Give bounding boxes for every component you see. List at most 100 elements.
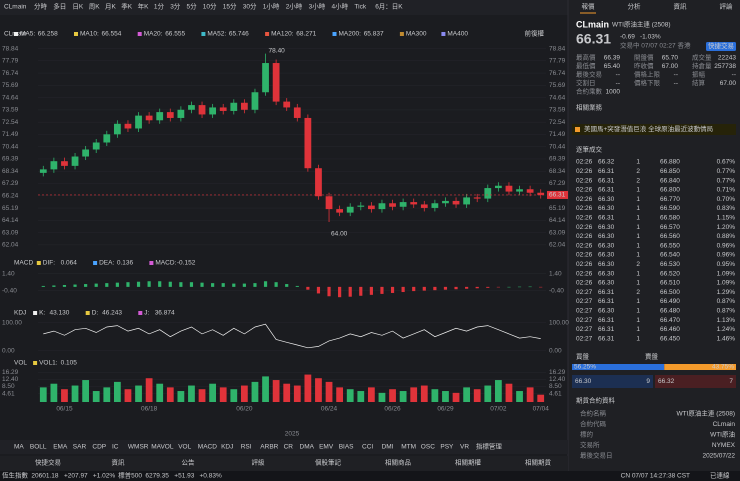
period-tab[interactable]: 年K — [138, 2, 150, 11]
period-tab[interactable]: 10分 — [203, 2, 217, 11]
indicator-tab[interactable]: ARBR — [260, 444, 278, 451]
period-tab[interactable]: 3小時 — [309, 2, 326, 11]
indicator-tab[interactable]: BIAS — [339, 444, 354, 451]
nav-item[interactable]: 評級 — [252, 458, 266, 467]
period-tab[interactable]: 日K — [72, 3, 84, 11]
indicator-tab[interactable]: 指標管理 — [476, 442, 503, 451]
period-tab[interactable]: 1小時 — [263, 2, 280, 11]
period-tab[interactable]: 1分 — [154, 2, 165, 11]
bar — [338, 286, 342, 298]
trade-time: 交易中 07/07 02:27 香港 — [620, 41, 691, 50]
quick-trade-btn[interactable] — [706, 42, 736, 51]
period-tab[interactable]: 15分 — [223, 2, 237, 11]
period-tab[interactable]: 6月：日K — [375, 3, 403, 11]
nav-item[interactable]: 快捷交易 — [35, 458, 61, 467]
period-tab[interactable]: 周K — [89, 3, 101, 11]
bar — [135, 385, 142, 402]
x-tick-label: 06/29 — [437, 406, 454, 413]
period-tab[interactable]: 多日 — [53, 2, 66, 11]
candle-body — [293, 107, 301, 118]
trade-qty: 1 — [636, 298, 640, 305]
indicator-tab[interactable]: VR — [460, 444, 469, 451]
indicator-tab[interactable]: MTM — [401, 444, 416, 451]
last-price: 66.31 — [576, 31, 611, 47]
trade-time: 02:26 — [576, 233, 593, 240]
period-tab[interactable]: 5分 — [187, 2, 198, 11]
nav-item[interactable]: 個股筆記 — [315, 458, 342, 467]
y-tick-label: 74.64 — [549, 94, 566, 101]
right-panel-bg — [568, 0, 740, 472]
indicator-tab[interactable]: IC — [112, 444, 119, 451]
candle-body — [315, 168, 322, 197]
y-tick-label: 68.34 — [2, 168, 19, 175]
panel-tab[interactable]: 報價 — [582, 2, 596, 11]
bar — [505, 383, 513, 402]
bar — [306, 286, 310, 290]
indicator-tab[interactable]: SAR — [73, 444, 87, 451]
indicator-tab[interactable]: MAVOL — [151, 444, 174, 451]
stat-value: -- — [616, 72, 620, 79]
y-tick-label: 64.14 — [549, 217, 566, 224]
news-headline[interactable]: 美國馬+突發潛值巨浪 全球原油最近波動情局 — [584, 124, 713, 133]
period-tab[interactable]: 4小時 — [332, 2, 349, 11]
trade-pct: 0.87% — [717, 298, 736, 305]
period-tab[interactable]: 季K — [121, 2, 133, 11]
indicator-tab[interactable]: EMA — [53, 444, 68, 451]
stat-value: 65.70 — [662, 55, 679, 62]
legend-swatch — [14, 32, 18, 36]
bar — [189, 282, 194, 287]
indicator-tab[interactable]: DMI — [382, 444, 394, 451]
indicator-tab[interactable]: EMV — [319, 444, 334, 451]
quick-trade-label[interactable]: 快捷交易 — [708, 41, 734, 50]
candle-body — [272, 63, 280, 102]
legend-swatch — [332, 32, 337, 36]
candle-body — [516, 189, 523, 192]
candle-body — [113, 123, 121, 135]
candle-body — [262, 63, 269, 93]
bar — [336, 387, 344, 402]
indicator-tab[interactable]: PSY — [440, 444, 454, 451]
period-tab[interactable]: 月K — [105, 3, 117, 11]
nav-item[interactable]: 資訊 — [112, 458, 126, 467]
indicator-tab[interactable]: KDJ — [221, 444, 233, 451]
y-tick-label: 100.00 — [549, 320, 569, 327]
period-tab[interactable]: Tick — [354, 4, 366, 11]
indicator-tab[interactable]: RSI — [241, 444, 252, 451]
indicator-tab[interactable]: CR — [284, 444, 294, 451]
nav-item[interactable]: 相關期權 — [455, 458, 482, 467]
panel-tab[interactable]: 評論 — [720, 2, 734, 11]
indicator-tab[interactable]: OSC — [421, 444, 435, 451]
indicator-tab[interactable]: DMA — [300, 444, 315, 451]
y-tick-label: 100.00 — [2, 320, 22, 327]
indicator-tab[interactable]: CDP — [92, 444, 106, 451]
period-tab[interactable]: 30分 — [243, 2, 257, 11]
trade-price2: 66.510 — [660, 280, 680, 287]
candle-body — [124, 123, 132, 129]
trade-qty: 1 — [636, 233, 640, 240]
trade-time: 02:26 — [576, 280, 593, 287]
panel-tab[interactable]: 資訊 — [674, 2, 688, 11]
indicator-tab[interactable]: VOL — [178, 444, 191, 451]
legend-swatch — [201, 32, 206, 36]
nav-item[interactable]: 相關期貨 — [525, 458, 552, 467]
indicator-tab[interactable]: CCI — [362, 444, 373, 451]
adjust-label[interactable]: 前復權 — [525, 29, 545, 38]
indicator-tab[interactable]: MA — [14, 444, 24, 451]
y-tick-label: 71.49 — [549, 131, 566, 138]
indicator-tab[interactable]: WMSR — [128, 444, 149, 451]
period-tab[interactable]: 3分 — [170, 2, 181, 11]
nav-item[interactable]: 公告 — [182, 458, 196, 467]
panel-tab[interactable]: 分析 — [628, 2, 642, 11]
trade-time: 02:26 — [576, 242, 593, 249]
status-text: +207.97 — [64, 473, 88, 480]
period-tab[interactable]: 2小時 — [286, 2, 303, 11]
period-tab[interactable]: 分時 — [34, 2, 48, 11]
legend-swatch — [33, 311, 38, 315]
y-tick-label: 68.34 — [549, 168, 566, 175]
status-text: +51.93 — [174, 473, 194, 480]
legend-name: MA5: — [20, 31, 35, 38]
indicator-tab[interactable]: MACD — [198, 444, 217, 451]
nav-item[interactable]: 相關商品 — [385, 458, 411, 467]
indicator-tab[interactable]: BOLL — [30, 444, 47, 451]
stat-label: 最後交易 — [576, 70, 602, 79]
